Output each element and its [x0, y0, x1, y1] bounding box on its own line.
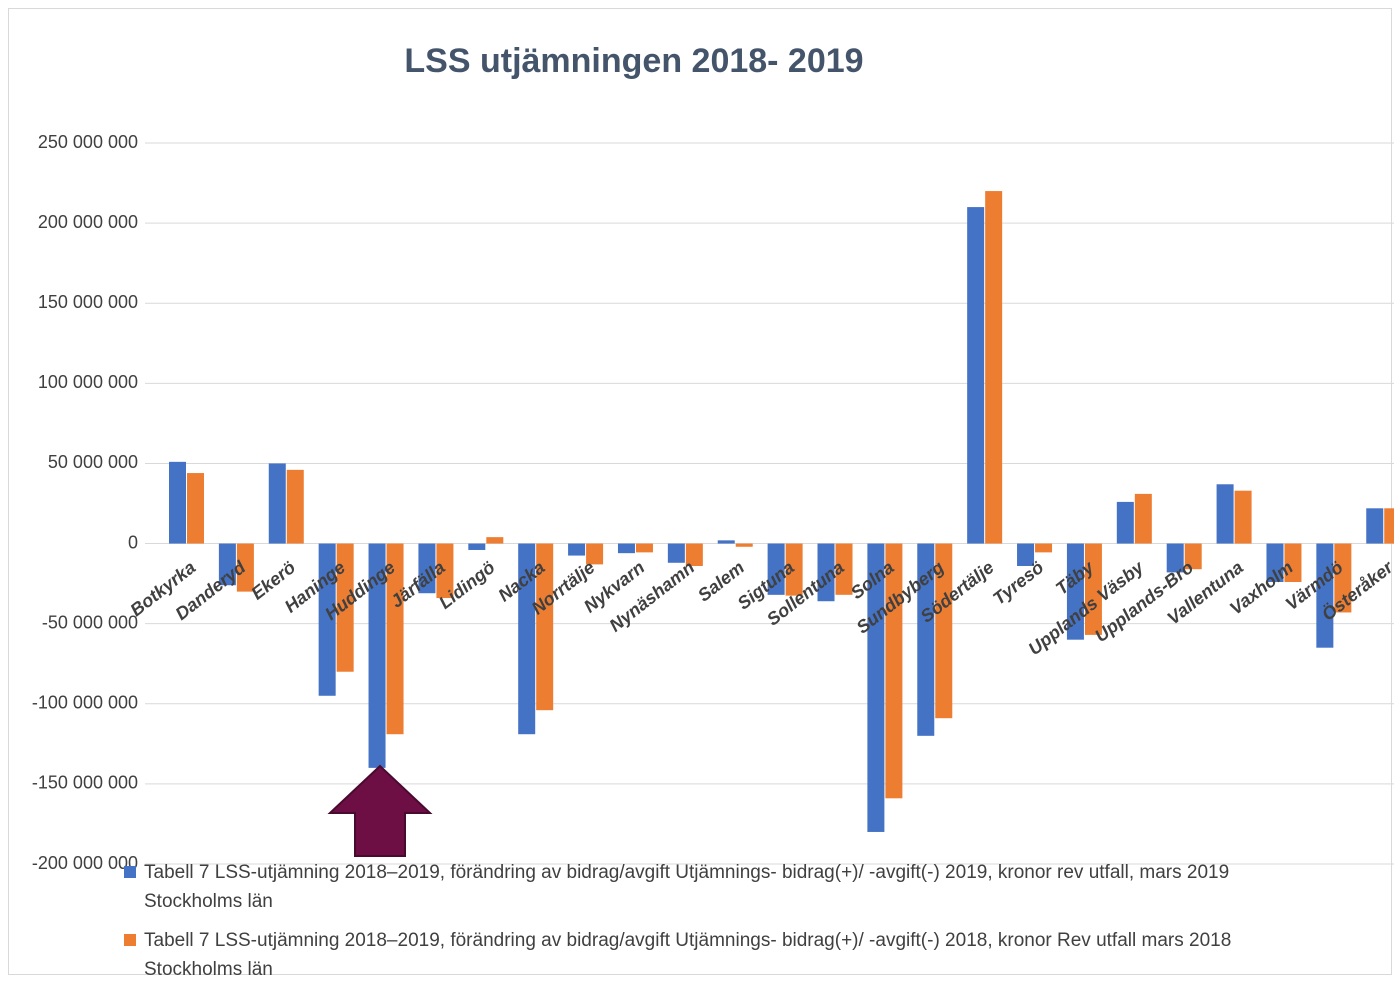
legend-label: Tabell 7 LSS-utjämning 2018–2019, föränd…: [144, 862, 1230, 912]
legend-entry: Tabell 7 LSS-utjämning 2018–2019, föränd…: [124, 926, 1324, 984]
bar: [1017, 543, 1035, 566]
bar: [568, 543, 586, 556]
y-tick-label: -150 000 000: [32, 773, 138, 793]
bar: [536, 543, 554, 711]
y-tick-label: 0: [128, 532, 138, 552]
bar: [436, 543, 454, 599]
bar: [785, 543, 803, 596]
bar: [917, 543, 935, 736]
bar: [286, 469, 304, 544]
arrow-annotation: [327, 764, 433, 857]
bar: [1384, 508, 1394, 544]
bar: [518, 543, 536, 735]
bar: [1084, 543, 1102, 635]
bar: [218, 543, 236, 586]
legend-label: Tabell 7 LSS-utjämning 2018–2019, föränd…: [144, 930, 1232, 980]
bar: [268, 463, 286, 544]
bar: [169, 461, 186, 544]
bar: [586, 543, 604, 565]
y-tick-label: -50 000 000: [42, 612, 138, 632]
legend-swatch: [124, 866, 136, 878]
bar: [935, 543, 953, 719]
bar: [817, 543, 835, 602]
bar: [368, 543, 386, 768]
bar: [635, 543, 653, 553]
bar: [967, 207, 985, 544]
bar: [1366, 508, 1384, 544]
bar: [1066, 543, 1084, 640]
bar: [1134, 493, 1152, 544]
bar: [1334, 543, 1352, 613]
chart-title: LSS utjämningen 2018- 2019: [404, 42, 863, 80]
bar: [468, 543, 486, 550]
bar: [1266, 543, 1284, 583]
bar: [1166, 543, 1184, 573]
bar: [735, 543, 753, 547]
bar: [187, 473, 204, 544]
bar: [685, 543, 703, 566]
bar: [717, 540, 735, 544]
bar: [1116, 501, 1134, 544]
bar: [1035, 543, 1053, 553]
bar: [236, 543, 254, 592]
legend-swatch: [124, 934, 136, 946]
bar: [1284, 543, 1302, 583]
bar: [867, 543, 885, 832]
bar: [318, 543, 336, 696]
bar: [486, 537, 504, 544]
bar: [985, 191, 1003, 544]
bar: [1184, 543, 1202, 570]
bar: [835, 543, 853, 595]
y-tick-label: -200 000 000: [32, 853, 138, 873]
bar: [336, 543, 354, 672]
y-tick-label: 50 000 000: [48, 452, 138, 472]
bar: [667, 543, 685, 563]
y-tick-label: -100 000 000: [32, 693, 138, 713]
bar: [1234, 490, 1252, 544]
bar: [885, 543, 903, 799]
y-tick-label: 150 000 000: [38, 292, 138, 312]
legend-entry: Tabell 7 LSS-utjämning 2018–2019, föränd…: [124, 858, 1324, 916]
y-tick-label: 250 000 000: [38, 132, 138, 152]
bar: [617, 543, 635, 554]
bar: [1216, 484, 1234, 544]
y-tick-label: 100 000 000: [38, 372, 138, 392]
bar: [386, 543, 404, 735]
y-tick-label: 200 000 000: [38, 212, 138, 232]
bar: [1316, 543, 1334, 648]
plot-area: -200 000 000 -150 000 000 -100 000 000 -50 …: [32, 132, 1394, 873]
chart-frame: [8, 8, 1392, 975]
bar: [418, 543, 436, 594]
bar: [767, 543, 785, 595]
